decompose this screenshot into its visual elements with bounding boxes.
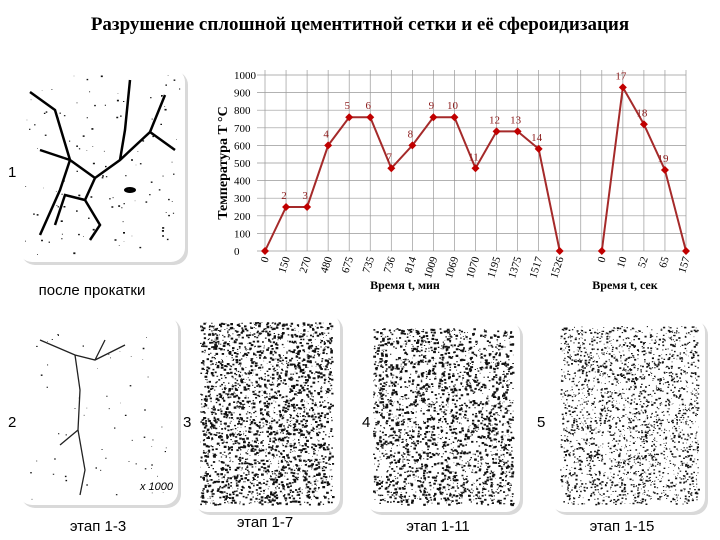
point-label: 11 xyxy=(468,151,479,163)
point-marker xyxy=(534,144,543,153)
point-label: 8 xyxy=(408,128,414,140)
y-tick-label: 500 xyxy=(234,158,251,170)
point-label: 12 xyxy=(489,114,500,126)
panel-caption: этап 1-7 xyxy=(237,514,293,531)
point-marker xyxy=(555,247,564,255)
x-tick-label: 0 xyxy=(259,255,272,264)
point-marker xyxy=(639,120,648,129)
point-label: 2 xyxy=(281,190,287,202)
x-tick-label: 1009 xyxy=(422,255,440,280)
point-label: 5 xyxy=(344,100,350,112)
x-tick-label: 736 xyxy=(382,255,399,275)
x-tick-label: 65 xyxy=(657,255,672,270)
x-axis-title: Время t, сек xyxy=(592,278,657,292)
point-label: 13 xyxy=(510,114,522,126)
point-label: 7 xyxy=(387,151,393,163)
panel-number: 4 xyxy=(362,414,370,431)
point-label: 6 xyxy=(366,100,372,112)
x-tick-label: 675 xyxy=(340,255,357,275)
x-tick-label: 0 xyxy=(596,255,609,264)
panel-number: 2 xyxy=(8,414,16,431)
x-tick-label: 10 xyxy=(615,255,630,270)
x-tick-label: 1526 xyxy=(548,255,566,280)
x-tick-label: 150 xyxy=(276,255,293,275)
point-label: 10 xyxy=(447,100,459,112)
panel-caption: после прокатки xyxy=(39,282,146,299)
x-tick-label: 735 xyxy=(361,255,378,275)
x-tick-label: 157 xyxy=(676,255,693,275)
point-marker xyxy=(450,113,459,122)
y-tick-label: 0 xyxy=(234,246,240,258)
point-marker xyxy=(682,247,690,255)
magnification: x 1000 xyxy=(139,481,174,493)
panel-number: 5 xyxy=(537,414,545,431)
point-label: 3 xyxy=(302,190,308,202)
chart: 01002003004005006007008009001000Температ… xyxy=(216,70,693,292)
point-marker xyxy=(597,247,606,255)
point-marker xyxy=(324,141,333,150)
texture xyxy=(200,322,335,506)
grain-boundary xyxy=(39,339,126,496)
point-marker xyxy=(282,203,291,211)
texture xyxy=(560,326,700,506)
panel-number: 3 xyxy=(183,414,191,431)
x-tick-label: 1517 xyxy=(527,255,545,280)
point-marker xyxy=(429,113,438,122)
point-label: 18 xyxy=(636,107,648,119)
x-tick-label: 1195 xyxy=(485,255,503,280)
point-marker xyxy=(471,164,480,173)
point-label: 17 xyxy=(615,70,627,82)
x-tick-label: 1069 xyxy=(443,255,461,280)
inclusion xyxy=(124,187,136,193)
point-marker xyxy=(366,113,375,122)
grain-boundary xyxy=(29,79,176,241)
point-label: 14 xyxy=(531,132,543,144)
point-label: 4 xyxy=(323,128,329,140)
x-tick-label: 1070 xyxy=(464,255,482,280)
micrographs: x 1000 xyxy=(18,68,708,515)
x-tick-label: 270 xyxy=(297,255,314,275)
x-tick-label: 814 xyxy=(403,255,420,275)
x-tick-label: 1375 xyxy=(506,255,524,280)
y-tick-label: 600 xyxy=(234,140,251,152)
point-marker xyxy=(513,127,522,136)
point-label: 9 xyxy=(429,100,435,112)
point-marker xyxy=(408,141,417,150)
panel-labels: 1 после прокатки 2 этап 1-3 3 этап 1-7 4… xyxy=(8,164,654,535)
y-tick-label: 900 xyxy=(234,88,251,100)
y-axis-title: Температура T °C xyxy=(216,106,231,220)
y-tick-label: 1000 xyxy=(234,70,257,82)
panel-caption: этап 1-11 xyxy=(406,518,470,535)
y-tick-label: 700 xyxy=(234,123,251,135)
slide-title: Разрушение сплошной цементитной сетки и … xyxy=(91,14,629,35)
point-marker xyxy=(387,164,396,173)
panel-number: 1 xyxy=(8,164,16,181)
panel-caption: этап 1-3 xyxy=(70,518,126,535)
panel-caption: этап 1-15 xyxy=(590,518,655,535)
point-label: 19 xyxy=(657,153,669,165)
image xyxy=(18,315,178,505)
texture xyxy=(373,328,515,507)
image xyxy=(18,68,185,262)
point-marker xyxy=(618,83,627,92)
y-tick-label: 400 xyxy=(234,176,251,188)
y-tick-label: 300 xyxy=(234,193,251,205)
point-marker xyxy=(345,113,354,122)
x-axis-title: Время t, мин xyxy=(370,278,440,292)
y-tick-label: 100 xyxy=(234,228,251,240)
point-marker xyxy=(660,166,669,175)
y-tick-label: 200 xyxy=(234,211,251,223)
x-tick-label: 480 xyxy=(318,255,335,275)
y-tick-label: 800 xyxy=(234,105,251,117)
x-tick-label: 52 xyxy=(636,255,651,269)
point-marker xyxy=(261,247,269,255)
point-marker xyxy=(492,127,501,136)
point-marker xyxy=(303,203,312,211)
